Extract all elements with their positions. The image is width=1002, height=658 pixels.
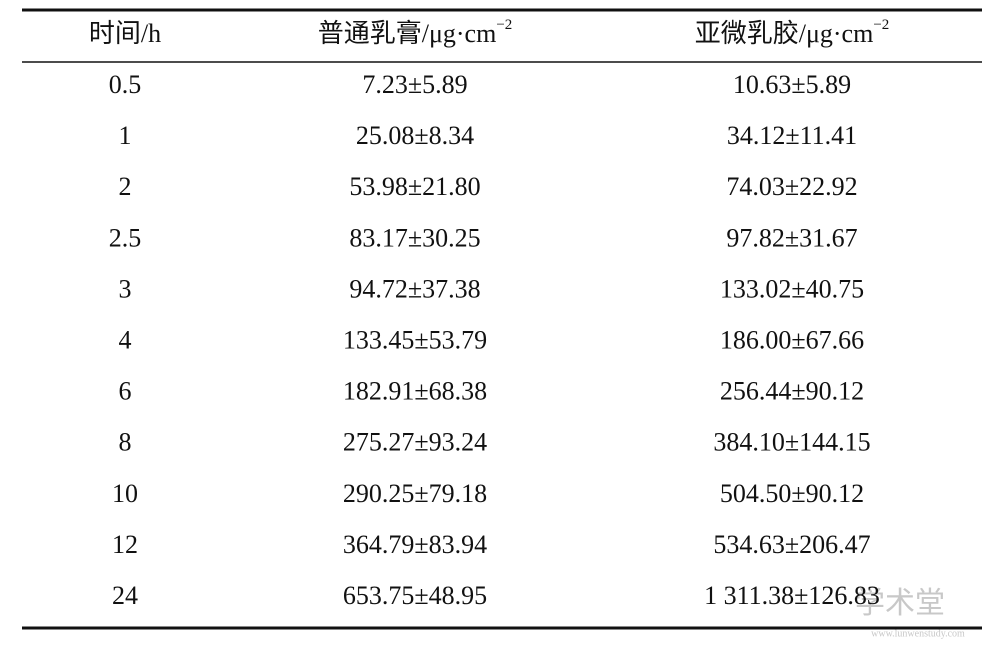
value-cell: 97.82±31.67: [726, 223, 857, 252]
header-text: 普通乳膏/μg·cm: [318, 19, 497, 48]
value-cell: 504.50±90.12: [720, 479, 864, 508]
value-cell: 25.08±8.34: [356, 121, 474, 150]
watermark-title: 学术堂: [855, 587, 945, 620]
value-cell: 364.79±83.94: [343, 530, 487, 559]
time-cell: 2.5: [109, 223, 142, 252]
value-cell: 53.98±21.80: [349, 172, 480, 201]
value-cell: 290.25±79.18: [343, 479, 487, 508]
value-cell: 653.75±48.95: [343, 581, 487, 610]
value-cell: 133.02±40.75: [720, 274, 864, 303]
value-cell: 534.63±206.47: [713, 530, 870, 559]
value-cell: 74.03±22.92: [726, 172, 857, 201]
value-cell: 34.12±11.41: [727, 121, 857, 150]
value-cell: 94.72±37.38: [349, 274, 480, 303]
time-cell: 3: [119, 274, 132, 303]
time-cell: 8: [119, 428, 132, 457]
time-cell: 24: [112, 581, 138, 610]
value-cell: 182.91±68.38: [343, 377, 487, 406]
value-cell: 83.17±30.25: [349, 223, 480, 252]
time-cell: 10: [112, 479, 138, 508]
value-cell: 10.63±5.89: [733, 70, 851, 99]
value-cell: 1 311.38±126.83: [704, 581, 880, 610]
value-cell: 256.44±90.12: [720, 377, 864, 406]
value-cell: 384.10±144.15: [713, 428, 870, 457]
time-cell: 4: [119, 325, 132, 354]
time-cell: 1: [119, 121, 132, 150]
header-text: 时间/h: [89, 19, 161, 48]
value-cell: 186.00±67.66: [720, 325, 864, 354]
value-cell: 275.27±93.24: [343, 428, 487, 457]
header-sup: −2: [496, 17, 512, 33]
header-cell: 亚微乳胶/μg·cm−2: [695, 17, 890, 48]
time-cell: 0.5: [109, 70, 142, 99]
header-sup: −2: [873, 17, 889, 33]
time-cell: 6: [119, 377, 132, 406]
watermark-url: www.lunwenstudy.com: [871, 628, 965, 639]
header-cell: 普通乳膏/μg·cm−2: [318, 17, 513, 48]
time-cell: 2: [119, 172, 132, 201]
header-text: 亚微乳胶/μg·cm: [695, 19, 874, 48]
time-cell: 12: [112, 530, 138, 559]
header-cell: 时间/h: [89, 19, 161, 48]
value-cell: 133.45±53.79: [343, 325, 487, 354]
value-cell: 7.23±5.89: [362, 70, 467, 99]
